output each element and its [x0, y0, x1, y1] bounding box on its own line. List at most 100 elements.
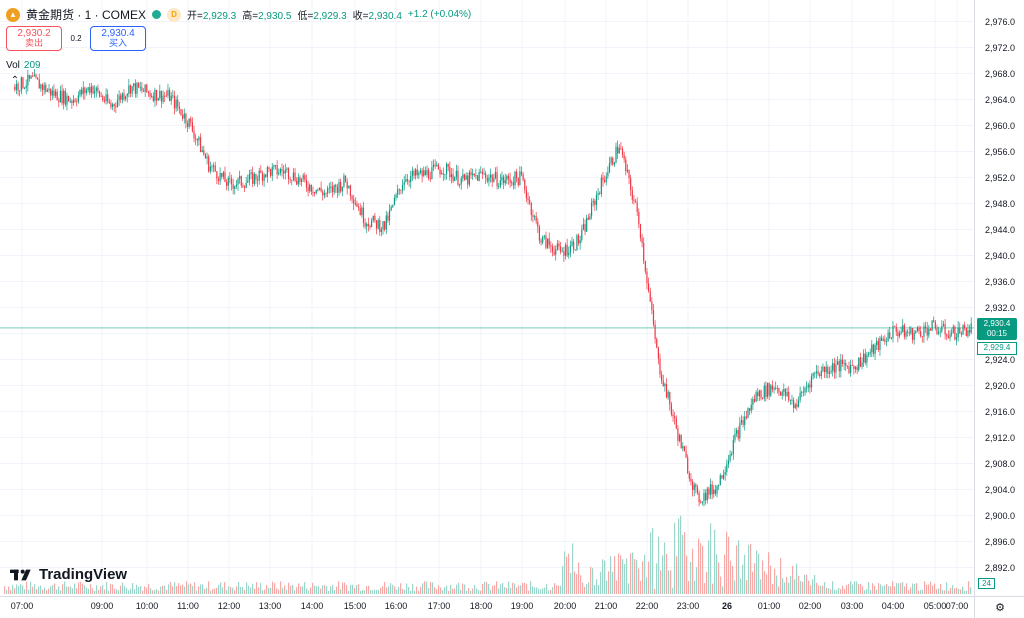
candle-body [677, 428, 679, 441]
candle-body [789, 399, 791, 401]
candle-body [141, 87, 143, 91]
volume-bar [314, 585, 316, 594]
volume-bar [320, 588, 322, 594]
candle-body [564, 244, 567, 256]
tradingview-logo[interactable]: TradingView [10, 566, 127, 583]
volume-bar [214, 588, 216, 594]
delayed-data-badge[interactable]: D [167, 7, 182, 22]
candle-body [265, 174, 267, 177]
candle-body [428, 169, 430, 179]
volume-bar [692, 548, 694, 594]
volume-bar [866, 589, 868, 594]
volume-bar [854, 581, 856, 594]
candle-body [543, 235, 545, 237]
candle-body [501, 176, 503, 181]
volume-bar [770, 565, 772, 594]
volume-bar [562, 565, 564, 594]
volume-bar [856, 581, 858, 594]
volume-bar [726, 531, 728, 594]
volume-bar [334, 590, 336, 594]
volume-bar [540, 589, 542, 594]
candle-body [828, 372, 831, 374]
candle-body [571, 241, 573, 246]
price-chart[interactable] [0, 0, 974, 596]
candle-body [822, 366, 824, 371]
volume-bar [942, 589, 944, 594]
candle-body [968, 330, 971, 333]
price-tick-label: 2,892.0 [985, 562, 1016, 573]
candle-body [322, 191, 324, 196]
candle-body [465, 175, 467, 180]
volume-bar [844, 588, 846, 594]
volume-bar [448, 590, 450, 594]
volume-bar [170, 581, 172, 594]
candle-body [348, 185, 350, 189]
volume-bar [632, 552, 634, 594]
volume-bar [556, 585, 558, 594]
candle-body [675, 418, 677, 429]
market-open-icon[interactable] [152, 10, 162, 19]
candle-body [405, 179, 407, 182]
time-tick-label: 13:00 [258, 601, 282, 611]
settings-gear-icon[interactable]: ⚙ [995, 602, 1005, 614]
candle-body [576, 235, 578, 250]
volume-bar [728, 536, 730, 594]
volume-bar [92, 588, 94, 594]
symbol-title[interactable]: 黄金期货 · 1 · COMEX [26, 8, 147, 22]
candle-body [638, 211, 640, 225]
candle-body [520, 171, 523, 175]
candle-body [703, 493, 705, 502]
volume-legend[interactable]: Vol 209 [6, 60, 41, 71]
volume-bar [674, 522, 676, 594]
volume-bar [690, 561, 692, 594]
buy-button[interactable]: 2,930.4 买入 [90, 26, 146, 51]
candle-body [335, 184, 337, 187]
volume-bar [936, 589, 938, 594]
candle-body [252, 172, 254, 184]
collapse-legend-icon[interactable]: ⌃ [10, 75, 20, 86]
candle-body [890, 338, 892, 339]
candle-body [219, 173, 221, 182]
candle-body [734, 433, 736, 440]
sell-button[interactable]: 2,930.2 卖出 [6, 26, 62, 51]
time-axis[interactable]: 07:00 09:00 10:00 11:00 12:00 13:00 14:00 15:00… [0, 596, 974, 618]
ohlc-open: 开=2,929.3 [187, 11, 237, 22]
volume-bar [178, 583, 180, 594]
volume-bar [338, 581, 340, 594]
price-axis[interactable]: 2,976.0 2,972.0 2,968.0 2,964.0 2,960.0 2,956… [974, 0, 1024, 596]
candle-body [457, 170, 459, 185]
candle-body [843, 362, 845, 364]
volume-bar [928, 584, 930, 594]
volume-bar [108, 590, 110, 594]
volume-bar [162, 585, 164, 594]
candle-body [841, 359, 844, 364]
volume-bar [730, 560, 732, 594]
candle-body [256, 179, 259, 181]
volume-bar [630, 553, 632, 594]
candle-body [796, 404, 798, 408]
volume-bar [406, 583, 408, 594]
candle-body [147, 91, 150, 93]
volume-bar [772, 584, 774, 594]
candle-body [750, 404, 752, 411]
gold-futures-icon[interactable]: ▲ [6, 7, 20, 22]
volume-bar [588, 582, 590, 594]
volume-bar [480, 590, 482, 594]
candle-body [595, 194, 598, 205]
volume-bar [822, 585, 824, 594]
candle-body [498, 186, 500, 188]
volume-bar [160, 586, 162, 594]
volume-bar [546, 584, 548, 594]
volume-bar [680, 515, 682, 594]
volume-bar [670, 570, 672, 594]
candle-body [610, 157, 612, 164]
volume-bar [390, 583, 392, 594]
candle-body [867, 353, 870, 356]
candle-body [216, 171, 218, 179]
candle-body [586, 217, 588, 232]
volume-bar [498, 588, 500, 594]
volume-bar [190, 583, 192, 594]
candle-body [364, 223, 366, 227]
chart-pane[interactable] [0, 0, 974, 596]
candle-body [287, 168, 290, 179]
